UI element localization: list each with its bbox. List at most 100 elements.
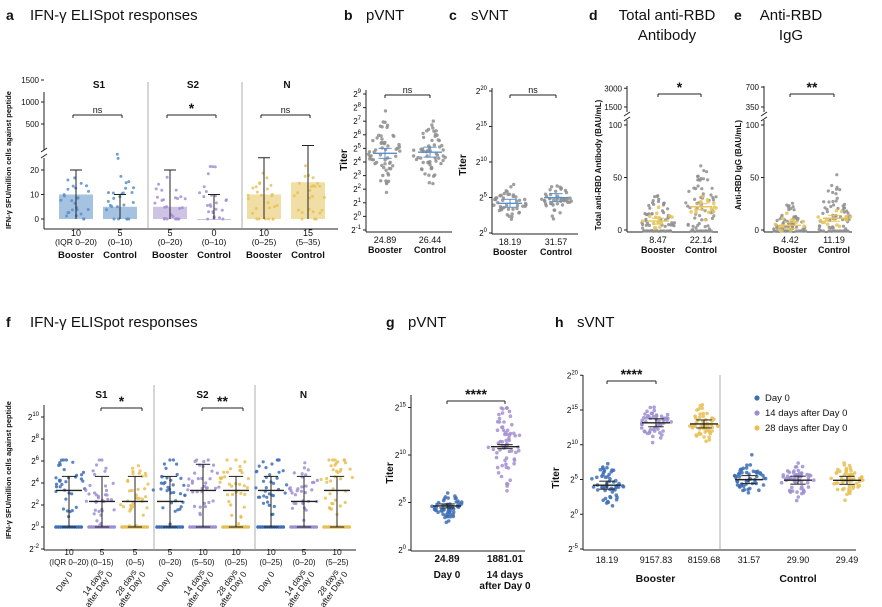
panel-letter-a: a xyxy=(6,7,14,23)
data-point xyxy=(135,496,139,500)
data-point xyxy=(144,474,148,478)
data-point xyxy=(838,188,842,192)
y-axis-label: Titer xyxy=(339,149,350,171)
data-point xyxy=(698,432,703,436)
data-point xyxy=(595,488,600,492)
panel-e-title-line2: IgG xyxy=(779,27,803,44)
data-point xyxy=(378,153,383,157)
data-point xyxy=(182,483,186,487)
mean-d-Booster xyxy=(647,217,669,225)
data-point xyxy=(270,462,274,466)
data-point xyxy=(338,504,342,508)
x-tick-label: Booster xyxy=(493,247,528,257)
iqr-label: (0–25) xyxy=(224,558,247,567)
iqr-label: (5–50) xyxy=(191,558,214,567)
data-point xyxy=(132,186,135,190)
data-point xyxy=(160,198,164,202)
data-point xyxy=(835,173,839,177)
mean-h-Control-2 xyxy=(833,475,861,485)
data-point xyxy=(598,467,603,472)
data-point xyxy=(293,493,297,497)
data-point xyxy=(371,138,375,143)
data-point xyxy=(763,476,768,481)
data-point xyxy=(440,143,444,148)
mean-c-Booster xyxy=(498,198,522,208)
data-point xyxy=(665,229,669,233)
mean-d-Control xyxy=(690,203,712,211)
data-point xyxy=(834,199,838,203)
data-point xyxy=(790,201,795,205)
data-point xyxy=(704,439,708,444)
data-point xyxy=(328,492,332,496)
data-point xyxy=(211,463,216,467)
data-point xyxy=(543,192,548,196)
data-point xyxy=(835,487,840,492)
significance-label: ns xyxy=(93,105,103,115)
data-point xyxy=(329,479,333,483)
data-point xyxy=(163,205,167,209)
data-point xyxy=(173,509,177,513)
bar-value-label: 10 xyxy=(71,228,81,238)
mean-e-Control xyxy=(823,214,845,222)
median-f-N-1 xyxy=(291,475,317,528)
value-label: 5 xyxy=(302,547,307,557)
data-point xyxy=(128,489,132,493)
data-point xyxy=(689,229,693,233)
data-point xyxy=(614,485,618,489)
data-point xyxy=(442,497,447,501)
median-f-S1-2 xyxy=(122,475,148,528)
data-point xyxy=(603,475,608,480)
data-point xyxy=(694,187,698,191)
data-point xyxy=(54,482,59,486)
data-point xyxy=(555,202,560,206)
data-point xyxy=(79,181,83,185)
data-point xyxy=(391,133,395,138)
data-point xyxy=(700,406,704,411)
data-point xyxy=(610,504,615,508)
data-point xyxy=(131,505,135,509)
data-point xyxy=(227,500,231,504)
mean-b-Booster xyxy=(373,147,397,159)
x-tick-label: Control xyxy=(103,250,137,261)
data-point xyxy=(497,412,501,417)
data-point xyxy=(213,165,217,169)
panel-d-title: Total anti-RBD xyxy=(619,7,716,24)
data-point xyxy=(116,156,120,160)
significance-bracket-g: **** xyxy=(446,386,506,404)
data-point xyxy=(130,488,134,493)
data-point xyxy=(447,510,452,515)
data-point xyxy=(294,501,298,506)
data-point xyxy=(500,463,505,468)
data-point xyxy=(172,490,176,495)
data-point xyxy=(122,203,126,207)
data-point xyxy=(442,508,446,512)
data-point xyxy=(300,475,304,479)
data-point xyxy=(343,500,347,505)
data-point xyxy=(64,480,68,484)
data-point xyxy=(419,156,423,160)
data-point xyxy=(512,461,516,466)
data-point xyxy=(514,195,518,199)
data-point xyxy=(308,188,312,192)
y-tick-label: 21 xyxy=(353,198,361,208)
dots-d-hl-Control xyxy=(689,194,718,222)
data-point xyxy=(251,186,255,190)
x-tick-label: Day 0 xyxy=(54,569,75,593)
data-point xyxy=(672,221,677,225)
significance-label: ** xyxy=(217,393,228,409)
data-point xyxy=(281,525,286,529)
data-point xyxy=(287,487,292,491)
data-point xyxy=(275,476,279,480)
y-tick-label: 20 xyxy=(30,166,39,175)
data-point xyxy=(206,172,210,176)
y-tick-label: 22 xyxy=(31,500,39,510)
data-point xyxy=(707,438,712,442)
y-tick-label: 50 xyxy=(750,174,759,183)
data-point xyxy=(178,492,183,496)
data-point xyxy=(412,148,416,152)
data-point xyxy=(93,472,97,477)
data-point xyxy=(136,464,140,468)
data-point xyxy=(744,466,749,470)
data-point xyxy=(71,460,75,464)
data-point xyxy=(495,465,500,470)
